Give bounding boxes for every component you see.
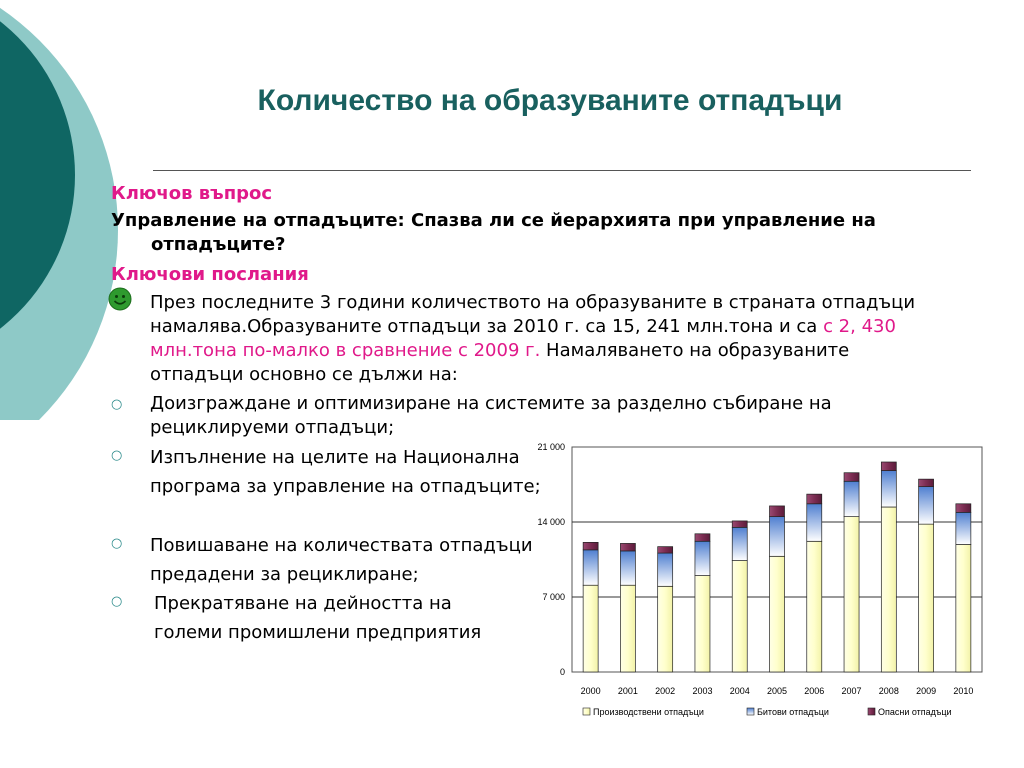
- bar-hazardous: [918, 478, 934, 487]
- bar-hazardous: [843, 472, 860, 482]
- bar-industrial: [582, 584, 599, 673]
- smiley-icon: [108, 287, 132, 311]
- bar-industrial: [843, 516, 860, 673]
- y-tick-label: 7 000: [542, 592, 565, 602]
- bar-industrial: [769, 555, 785, 673]
- bar-household: [582, 549, 599, 586]
- bar-industrial: [731, 560, 748, 673]
- bar-industrial: [806, 540, 823, 673]
- bar-household: [657, 552, 674, 587]
- bar-household: [843, 480, 860, 517]
- x-tick-label: 2010: [953, 686, 973, 696]
- y-tick-label: 14 000: [537, 517, 565, 527]
- x-tick-label: 2009: [916, 686, 936, 696]
- bullet-icon: ○: [111, 536, 123, 551]
- bar-industrial: [918, 523, 934, 673]
- legend-label: Опасни отпадъци: [878, 707, 952, 717]
- legend-label: Битови отпадъци: [757, 707, 829, 717]
- bar-household: [769, 516, 785, 557]
- bar-industrial: [620, 584, 636, 673]
- x-tick-label: 2004: [730, 686, 750, 696]
- bar-industrial: [694, 575, 711, 673]
- bar-hazardous: [955, 503, 972, 513]
- legend-swatch: [867, 707, 876, 716]
- x-tick-label: 2002: [655, 686, 675, 696]
- y-tick-label: 0: [560, 667, 565, 677]
- key-message-text: През последните 3 години количеството на…: [150, 292, 916, 385]
- x-tick-label: 2005: [767, 686, 787, 696]
- bar-household: [620, 550, 636, 586]
- decorative-circles: [0, 8, 118, 420]
- key-messages-label: Ключови послания: [111, 264, 309, 285]
- bar-hazardous: [657, 546, 674, 554]
- bar-hazardous: [731, 520, 748, 528]
- bar-hazardous: [769, 505, 785, 517]
- legend-swatch: [582, 707, 591, 716]
- x-tick-label: 2001: [618, 686, 638, 696]
- bar-hazardous: [806, 493, 823, 505]
- title-divider: [153, 170, 971, 171]
- key-question-text: Управление на отпадъците: Спазва ли се й…: [111, 210, 876, 255]
- x-tick-label: 2003: [692, 686, 712, 696]
- x-tick-label: 2000: [581, 686, 601, 696]
- bar-household: [880, 470, 897, 508]
- bullet-4: Прекратяване на дейността на големи пром…: [154, 593, 482, 643]
- bar-industrial: [657, 585, 674, 673]
- key-question-label: Ключов въпрос: [111, 183, 273, 204]
- bar-hazardous: [880, 461, 897, 471]
- x-tick-label: 2006: [804, 686, 824, 696]
- bullet-icon: ○: [111, 397, 123, 412]
- bullet-1: Доизграждане и оптимизиране на системите…: [150, 393, 832, 438]
- bar-household: [955, 512, 972, 545]
- bullet-3: Повишаване на количествата отпадъци пред…: [150, 535, 533, 585]
- bullet-icon: ○: [111, 448, 123, 463]
- bar-hazardous: [582, 542, 599, 551]
- page-title: Количество на образуваните отпадъци: [257, 84, 843, 117]
- x-tick-label: 2007: [842, 686, 862, 696]
- x-tick-label: 2008: [879, 686, 899, 696]
- bar-household: [918, 486, 934, 525]
- y-tick-label: 21 000: [537, 442, 565, 452]
- bullet-2: Изпълнение на целите на Национална прогр…: [150, 447, 541, 497]
- bullet-icon: ○: [111, 594, 123, 609]
- bar-industrial: [955, 544, 972, 673]
- bar-household: [731, 527, 748, 561]
- bar-industrial: [880, 506, 897, 673]
- bar-hazardous: [620, 543, 636, 552]
- bar-household: [806, 503, 823, 542]
- legend-swatch: [746, 707, 755, 716]
- bar-household: [694, 540, 711, 576]
- waste-chart: 0 7 000 14 000 21 000 2000 2001 2002 2003 2004 20…: [537, 442, 983, 717]
- bar-hazardous: [694, 533, 711, 542]
- legend-label: Производствени отпадъци: [593, 707, 704, 717]
